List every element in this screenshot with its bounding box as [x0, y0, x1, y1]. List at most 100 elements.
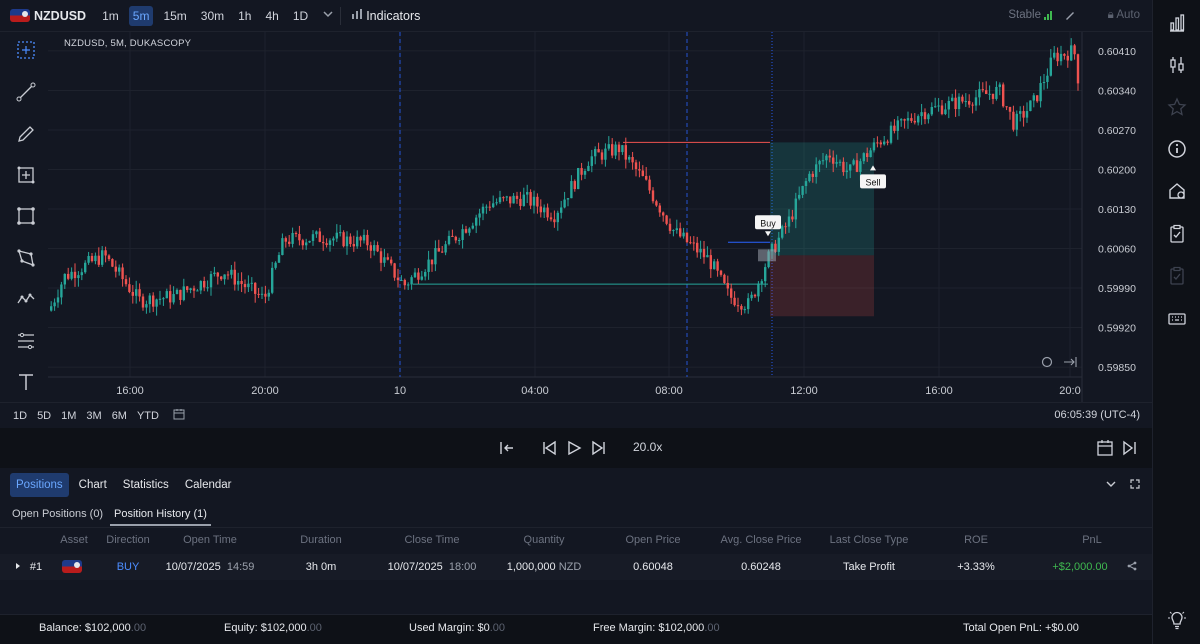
candle-body [672, 230, 675, 232]
candle-body [604, 148, 607, 160]
share-icon[interactable] [1127, 561, 1137, 574]
tab-open-positions[interactable]: Open Positions (0) [12, 508, 104, 520]
add-shape-icon[interactable] [16, 165, 36, 185]
lock-icon: 🔒︎ [1107, 9, 1114, 21]
candle-body [563, 199, 566, 208]
chart-canvas[interactable]: 0.60410 0.60340 0.60270 0.60200 0.60130 0.600… [48, 32, 1152, 402]
selection-box-icon[interactable] [16, 40, 36, 60]
collapse-chevron-icon[interactable] [1106, 479, 1116, 492]
lightbulb-icon[interactable] [1167, 610, 1187, 630]
calendar-jump-icon[interactable] [1096, 439, 1114, 457]
clock[interactable]: 06:05:39 (UTC-4) [1054, 409, 1140, 421]
candle-body [403, 280, 406, 286]
jump-to-start-icon[interactable] [498, 439, 516, 457]
candle-body [974, 97, 978, 106]
brush-icon[interactable] [1064, 9, 1076, 24]
candle-body [556, 212, 559, 223]
candle-body [577, 168, 580, 190]
candle-body [87, 255, 90, 263]
free-margin-decimals: .00 [704, 622, 720, 634]
info-icon[interactable] [1167, 139, 1187, 159]
candle-body [243, 284, 247, 288]
play-icon[interactable] [565, 439, 583, 457]
candle-body [791, 216, 794, 220]
indicators-button[interactable]: Indicators [366, 8, 421, 23]
pencil-icon[interactable] [16, 124, 36, 144]
row-quantity: 1,000,000 NZD [507, 561, 582, 573]
expand-icon[interactable] [1130, 479, 1140, 492]
col-asset: Asset [60, 534, 88, 546]
polygon-icon[interactable] [16, 248, 36, 268]
bar-chart-icon[interactable] [1167, 13, 1187, 33]
tab-positions[interactable]: Positions [10, 473, 69, 497]
price-tick-label: 0.59850 [1098, 362, 1136, 374]
candle-body [141, 296, 145, 308]
tab-calendar[interactable]: Calendar [184, 479, 232, 491]
candle-body [658, 205, 661, 213]
table-row[interactable]: #1 BUY 10/07/2025 14:59 3h 0m 10/07/2025… [0, 554, 1152, 580]
text-tool-icon[interactable] [16, 372, 36, 392]
home-settings-icon[interactable] [1167, 181, 1187, 201]
candle-body [709, 255, 712, 270]
fib-retracement-icon[interactable] [16, 331, 36, 351]
candle-body [410, 277, 413, 285]
calendar-icon[interactable] [173, 408, 185, 423]
pattern-icon[interactable] [16, 289, 36, 309]
candle-body [600, 152, 604, 160]
candle-body [386, 257, 389, 260]
auto-toggle[interactable]: 🔒︎ Auto [1108, 9, 1140, 22]
tab-statistics[interactable]: Statistics [122, 479, 169, 491]
candle-body [172, 294, 175, 303]
candle-body [393, 263, 396, 278]
timeframe-1d[interactable]: 1D [292, 8, 309, 23]
candle-body [689, 242, 692, 244]
candle-body [481, 206, 485, 214]
timeframe-1h[interactable]: 1h [238, 8, 252, 23]
timeframe-15m[interactable]: 15m [163, 8, 187, 23]
symbol-selector[interactable]: NZDUSD [0, 0, 86, 32]
tab-position-history[interactable]: Position History (1) [110, 508, 211, 526]
range-ytd[interactable]: YTD [136, 409, 159, 422]
nz-flag-icon [10, 9, 30, 22]
expand-row-icon[interactable] [14, 561, 22, 573]
trend-line-icon[interactable] [16, 82, 36, 102]
time-tick-label: 04:00 [521, 385, 549, 397]
step-forward-icon[interactable] [590, 439, 608, 457]
timeframe-1m[interactable]: 1m [102, 8, 119, 23]
range-1d[interactable]: 1D [13, 409, 28, 422]
range-3m[interactable]: 3M [86, 409, 102, 422]
col-duration: Duration [300, 534, 342, 546]
clipboard-icon[interactable] [1167, 266, 1187, 286]
jump-to-end-icon[interactable] [1121, 439, 1139, 457]
candle-body [196, 290, 199, 292]
candle-body [944, 109, 947, 115]
chevron-down-icon[interactable] [322, 8, 334, 23]
timeframe-5m[interactable]: 5m [128, 5, 154, 26]
indicators-icon[interactable] [351, 8, 363, 23]
candles-icon[interactable] [1167, 55, 1187, 75]
account-summary: Balance: $102,000.00 Equity: $102,000.00… [0, 614, 1152, 644]
star-icon[interactable] [1167, 97, 1187, 117]
range-1m[interactable]: 1M [61, 409, 77, 422]
replay-speed[interactable]: 20.0x [633, 440, 663, 454]
timeframe-4h[interactable]: 4h [265, 8, 279, 23]
step-back-icon[interactable] [540, 439, 558, 457]
candle-body [56, 297, 60, 303]
candle-body [794, 198, 797, 220]
rectangle-icon[interactable] [16, 206, 36, 226]
candle-body [349, 236, 352, 245]
range-5d[interactable]: 5D [37, 409, 52, 422]
tab-chart[interactable]: Chart [78, 479, 107, 491]
price-chart[interactable]: 0.60410 0.60340 0.60270 0.60200 0.60130 0.600… [48, 32, 1152, 402]
keyboard-icon[interactable] [1167, 309, 1187, 329]
candle-body [250, 282, 253, 284]
candle-body [186, 286, 189, 290]
range-6m[interactable]: 6M [111, 409, 127, 422]
row-pnl: +$2,000.00 [1052, 561, 1108, 573]
candle-body [50, 306, 53, 311]
candle-body [937, 105, 940, 107]
candle-body [175, 289, 179, 295]
timeframe-30m[interactable]: 30m [200, 8, 225, 23]
candle-body [995, 86, 998, 99]
clipboard-check-icon[interactable] [1167, 224, 1187, 244]
